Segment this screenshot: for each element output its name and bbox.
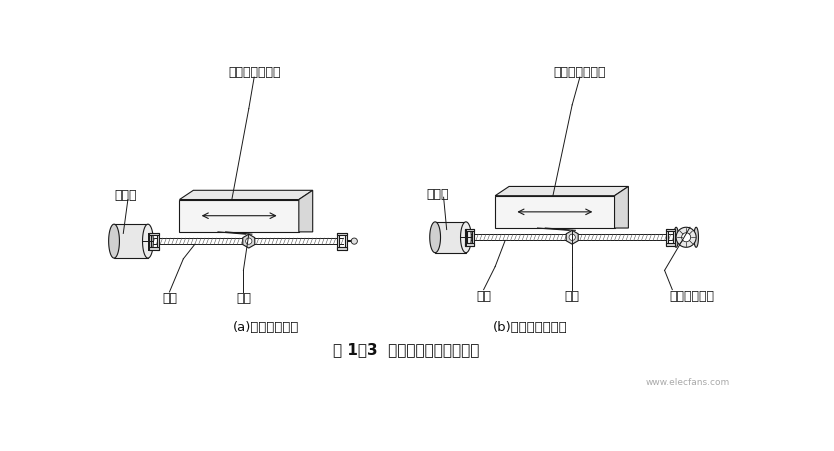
Polygon shape — [465, 244, 475, 246]
Polygon shape — [430, 222, 440, 253]
Text: (b)半闭环控制系统: (b)半闭环控制系统 — [492, 320, 567, 333]
Polygon shape — [615, 187, 628, 229]
Text: 电动机: 电动机 — [426, 188, 449, 200]
Polygon shape — [143, 225, 153, 258]
Polygon shape — [674, 228, 678, 248]
Polygon shape — [149, 233, 152, 250]
Polygon shape — [666, 229, 676, 232]
Text: 滑板（工作台）: 滑板（工作台） — [554, 66, 606, 79]
Text: 图 1－3  开环、半闭环控制系统: 图 1－3 开环、半闭环控制系统 — [334, 342, 480, 357]
Text: 丝杠: 丝杠 — [162, 291, 177, 304]
Polygon shape — [465, 229, 475, 232]
Polygon shape — [114, 225, 148, 258]
Text: 转数测量装置: 转数测量装置 — [669, 289, 714, 302]
Text: www.elecfans.com: www.elecfans.com — [646, 377, 730, 386]
Polygon shape — [673, 229, 676, 246]
Polygon shape — [495, 196, 615, 229]
Polygon shape — [566, 231, 578, 244]
Polygon shape — [179, 200, 299, 232]
Polygon shape — [694, 228, 698, 248]
Text: 螺母: 螺母 — [565, 289, 580, 302]
Polygon shape — [666, 229, 668, 246]
Text: (a)开环控制系统: (a)开环控制系统 — [234, 320, 299, 333]
Polygon shape — [149, 233, 158, 235]
Polygon shape — [569, 235, 575, 241]
Polygon shape — [435, 222, 466, 253]
Text: 丝杠: 丝杠 — [476, 289, 491, 302]
Polygon shape — [108, 225, 119, 258]
Polygon shape — [465, 229, 467, 246]
Polygon shape — [495, 187, 628, 196]
Polygon shape — [337, 233, 347, 235]
Polygon shape — [243, 235, 254, 249]
Text: 螺母: 螺母 — [236, 291, 251, 304]
Polygon shape — [179, 191, 313, 200]
Polygon shape — [299, 191, 313, 232]
Polygon shape — [337, 248, 347, 250]
Polygon shape — [460, 222, 471, 253]
Polygon shape — [681, 233, 691, 242]
Polygon shape — [344, 233, 347, 250]
Polygon shape — [473, 229, 475, 246]
Text: 电动机: 电动机 — [114, 189, 137, 202]
Polygon shape — [676, 228, 696, 248]
Polygon shape — [337, 233, 339, 250]
Polygon shape — [351, 239, 357, 244]
Text: 滑板（工作台）: 滑板（工作台） — [228, 66, 280, 79]
Polygon shape — [666, 244, 676, 246]
Polygon shape — [246, 239, 252, 245]
Polygon shape — [157, 233, 158, 250]
Polygon shape — [149, 248, 158, 250]
